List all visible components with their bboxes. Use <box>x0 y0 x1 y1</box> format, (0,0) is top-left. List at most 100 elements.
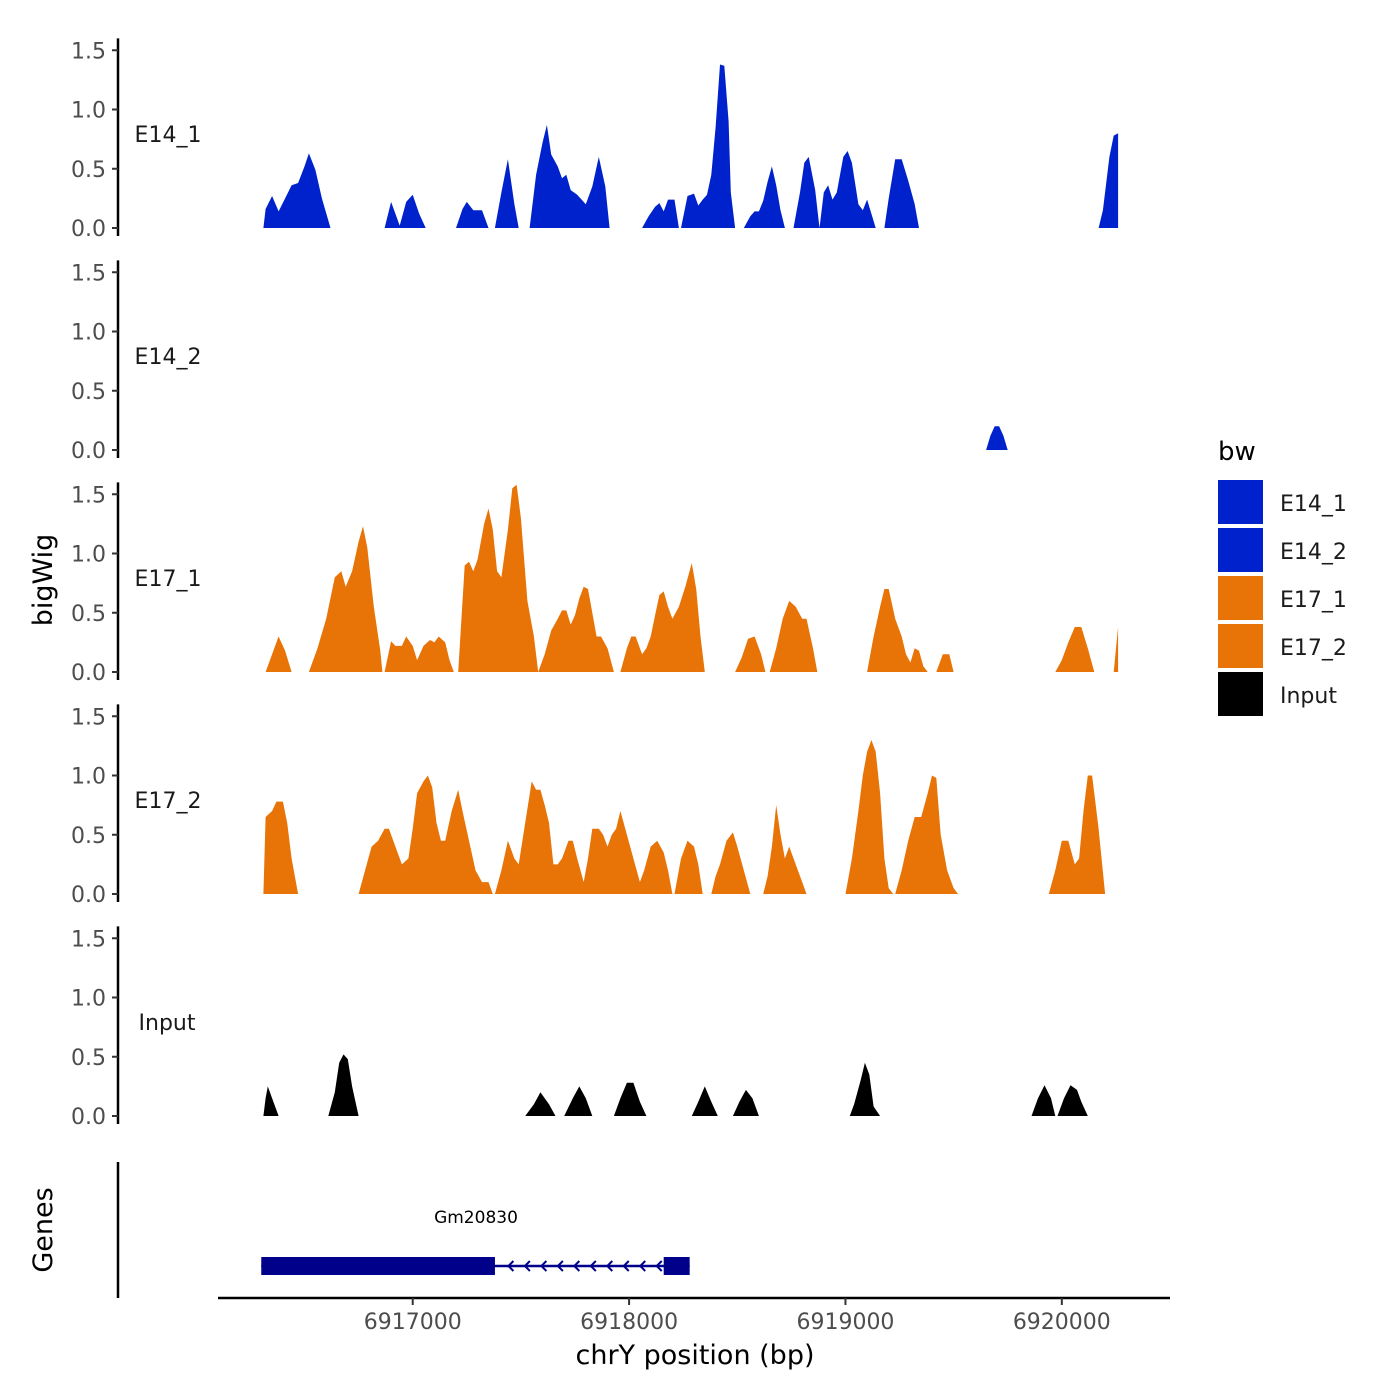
gene-Gm20830: Gm20830 <box>261 1208 690 1275</box>
x-axis-title: chrY position (bp) <box>575 1340 814 1371</box>
track-label-E14_2: E14_2 <box>135 345 202 370</box>
area-peak-E14_1 <box>263 153 331 228</box>
area-peak-E17_1 <box>1113 627 1119 672</box>
area-peak-E14_1 <box>642 199 679 228</box>
area-peak-Input <box>613 1082 647 1116</box>
track-label-E17_1: E17_1 <box>135 567 202 592</box>
area-peak-E17_1 <box>1055 627 1095 672</box>
area-peak-E17_1 <box>538 586 614 672</box>
y-tick-label: 0.5 <box>71 824 106 849</box>
area-peak-E17_2 <box>845 740 894 894</box>
area-peak-E17_1 <box>735 636 766 672</box>
track-label-Input: Input <box>139 1011 196 1036</box>
legend-items: E14_1 E14_2 E17_1 E17_2 Input <box>1218 480 1347 716</box>
strand-arrow <box>507 1260 515 1272</box>
legend-label: E17_2 <box>1280 636 1347 661</box>
area-peak-Input <box>328 1054 359 1116</box>
y-tick-label: 1.0 <box>71 321 106 346</box>
area-peak-E17_2 <box>895 775 958 894</box>
area-peak-E17_1 <box>458 484 539 672</box>
legend-label: E14_2 <box>1280 540 1347 565</box>
legend-item-E17_2: E17_2 <box>1218 624 1347 668</box>
legend-label: E17_1 <box>1280 588 1347 613</box>
y-tick-label: 0.0 <box>71 439 106 464</box>
area-peak-E14_1 <box>384 194 426 228</box>
y-tick-label: 0.5 <box>71 602 106 627</box>
area-peak-Input <box>1031 1085 1056 1116</box>
legend-item-Input: Input <box>1218 672 1337 716</box>
legend-item-E14_1: E14_1 <box>1218 480 1347 524</box>
area-peak-E17_2 <box>763 805 807 894</box>
strand-arrow <box>605 1260 613 1272</box>
gene-exon <box>663 1257 690 1275</box>
area-peak-E14_1 <box>456 201 489 228</box>
area-peak-E17_2 <box>1048 775 1106 894</box>
y-tick-label: 1.5 <box>71 705 106 730</box>
area-peak-E14_1 <box>681 64 736 228</box>
area-peak-E17_1 <box>308 526 383 672</box>
y-axis-title: bigWig <box>28 534 59 627</box>
track-Input: 0.0 0.5 1.0 1.5 Input <box>71 926 1088 1130</box>
legend-item-E17_1: E17_1 <box>1218 576 1347 620</box>
legend-swatch <box>1218 672 1263 716</box>
y-tick-label: 0.0 <box>71 217 106 242</box>
area-peak-E17_2 <box>358 775 493 894</box>
area-peak-E14_1 <box>884 159 919 228</box>
x-axis: 6917000 6918000 6919000 6920000 <box>218 1296 1170 1335</box>
y-tick-label: 0.5 <box>71 158 106 183</box>
track-E14_1: 0.0 0.5 1.0 1.5 E14_1 <box>71 38 1119 242</box>
track-E14_2: 0.0 0.5 1.0 1.5 E14_2 <box>71 260 1008 464</box>
area-peak-E17_2 <box>674 840 703 894</box>
legend-label: Input <box>1280 684 1337 709</box>
area-peak-E14_2 <box>986 426 1008 450</box>
area-peak-Input <box>263 1086 279 1116</box>
area-peak-Input <box>691 1086 718 1116</box>
track-label-E14_1: E14_1 <box>135 123 202 148</box>
strand-arrow <box>523 1260 531 1272</box>
area-peak-E17_2 <box>494 781 673 894</box>
legend: bw E14_1 E14_2 E17_1 E17_2 Input <box>1218 437 1347 716</box>
area-peak-Input <box>564 1086 593 1116</box>
legend-title: bw <box>1218 437 1256 467</box>
legend-swatch <box>1218 528 1263 572</box>
strand-arrow <box>572 1260 581 1272</box>
y-tick-label: 0.0 <box>71 1105 106 1130</box>
genes-axis-title: Genes <box>28 1187 59 1272</box>
area-peak-E14_1 <box>793 156 820 228</box>
y-tick-label: 0.5 <box>71 380 106 405</box>
legend-swatch <box>1218 480 1263 524</box>
y-tick-label: 1.0 <box>71 987 106 1012</box>
area-peak-Input <box>732 1089 759 1116</box>
y-tick-label: 0.0 <box>71 661 106 686</box>
y-tick-label: 1.5 <box>71 927 106 952</box>
x-tick-label: 6920000 <box>1013 1310 1111 1335</box>
track-panels: 0.0 0.5 1.0 1.5 E14_1 0.0 0.5 1.0 1.5 E14_2 0.0 0.5… <box>71 38 1119 1130</box>
area-peak-E17_2 <box>711 832 751 894</box>
area-peak-E14_1 <box>743 166 785 228</box>
legend-swatch <box>1218 576 1263 620</box>
area-peak-Input <box>525 1092 556 1116</box>
area-peak-E17_1 <box>265 636 292 672</box>
area-peak-Input <box>849 1062 881 1116</box>
track-label-E17_2: E17_2 <box>135 789 202 814</box>
area-peak-E17_1 <box>867 589 928 672</box>
area-peak-E17_2 <box>263 801 299 894</box>
legend-item-E14_2: E14_2 <box>1218 528 1347 572</box>
y-tick-label: 1.5 <box>71 39 106 64</box>
track-E17_1: 0.0 0.5 1.0 1.5 E17_1 <box>71 482 1119 686</box>
track-E17_2: 0.0 0.5 1.0 1.5 E17_2 <box>71 704 1106 908</box>
y-tick-label: 1.0 <box>71 99 106 124</box>
area-peak-E17_1 <box>769 600 818 672</box>
y-tick-label: 1.5 <box>71 261 106 286</box>
area-peak-Input <box>1057 1085 1088 1116</box>
gene-panel: Gm20830 <box>116 1162 690 1298</box>
area-peak-E17_1 <box>384 636 454 672</box>
gene-label: Gm20830 <box>434 1208 518 1228</box>
y-tick-label: 0.5 <box>71 1046 106 1071</box>
strand-arrow <box>539 1260 548 1272</box>
area-peak-E17_1 <box>936 654 954 672</box>
legend-label: E14_1 <box>1280 492 1347 517</box>
area-peak-E14_1 <box>494 159 519 228</box>
y-tick-label: 1.5 <box>71 483 106 508</box>
